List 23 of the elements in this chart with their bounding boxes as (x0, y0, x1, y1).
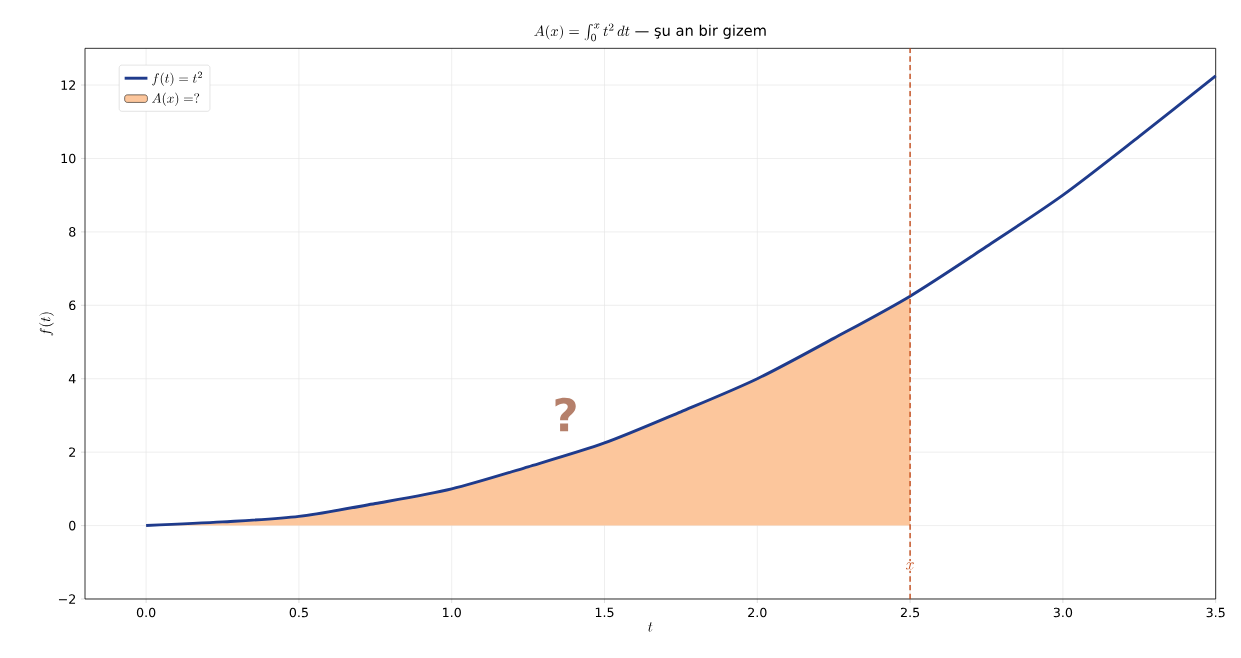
y-tick-label: 2 (69, 447, 76, 457)
y-tick-label: 0 (69, 520, 76, 531)
x-tick-label: 2.0 (748, 607, 767, 618)
y-axis-title: $f(t)$ (39, 312, 54, 336)
chart-title: $A(x) = \int_0^x t^2\, dt \text{ — şu an bir gizem}$ (534, 23, 766, 42)
x-tick-label: 0.5 (289, 607, 308, 618)
legend-label: $f(t) = t^2$ (152, 71, 202, 86)
annotation: ? (555, 397, 576, 432)
y-tick-label: 4 (68, 374, 76, 384)
y-tick-label: 12 (61, 80, 76, 90)
y-tick-label: 10 (61, 153, 76, 164)
y-tick-label: −2 (58, 594, 76, 604)
x-tick-label: 1.0 (443, 607, 461, 618)
x-tick-label: 3.5 (1206, 607, 1225, 618)
y-tick-label: 6 (69, 300, 76, 311)
x-tick-label: 2.5 (900, 607, 920, 618)
x-tick-label: 1.5 (595, 607, 614, 618)
y-tick-label: 8 (69, 227, 76, 237)
x-tick-label: 0.0 (136, 607, 156, 618)
x-tick-label: 3.0 (1053, 607, 1073, 618)
legend-label: $A(x) = ?$ (152, 92, 200, 106)
ref-line-label: $x$ (906, 562, 914, 570)
x-axis-title: $t$ (648, 622, 653, 632)
